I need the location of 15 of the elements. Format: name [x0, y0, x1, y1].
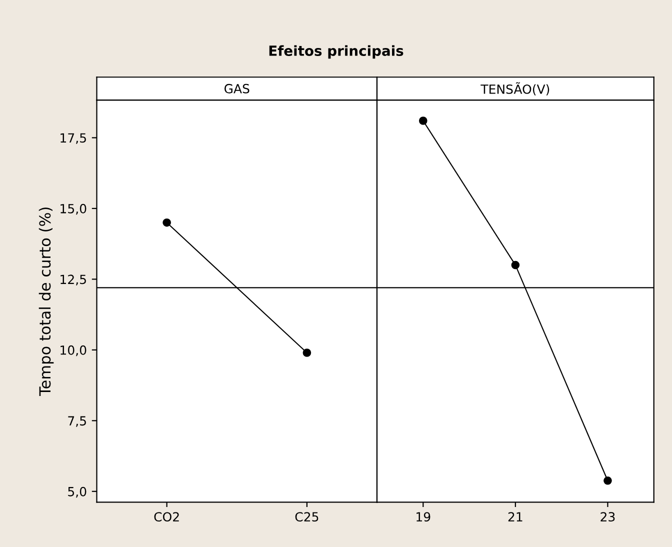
x-tick-label: 19 — [416, 512, 430, 522]
x-tick-label: C25 — [295, 512, 318, 522]
x-tick-label: 23 — [600, 512, 615, 522]
y-tick-label: 10,0 — [60, 345, 86, 356]
chart-subtitle: GAS — [224, 84, 250, 94]
y-axis-title: Tempo total de curto (%) — [38, 208, 54, 396]
chart-subtitle: TENSÃO(V) — [480, 82, 550, 96]
y-tick-label: 5,0 — [68, 486, 86, 498]
y-tick-label: 7,5 — [68, 416, 86, 427]
x-tick-label: 21 — [508, 512, 522, 522]
y-tick-label: 15,0 — [60, 204, 86, 215]
y-tick-label: 17,5 — [60, 133, 86, 144]
x-tick-label: CO2 — [154, 512, 179, 522]
chart-title: Efeitos principais — [269, 45, 404, 59]
y-tick-label: 12,5 — [60, 274, 86, 286]
